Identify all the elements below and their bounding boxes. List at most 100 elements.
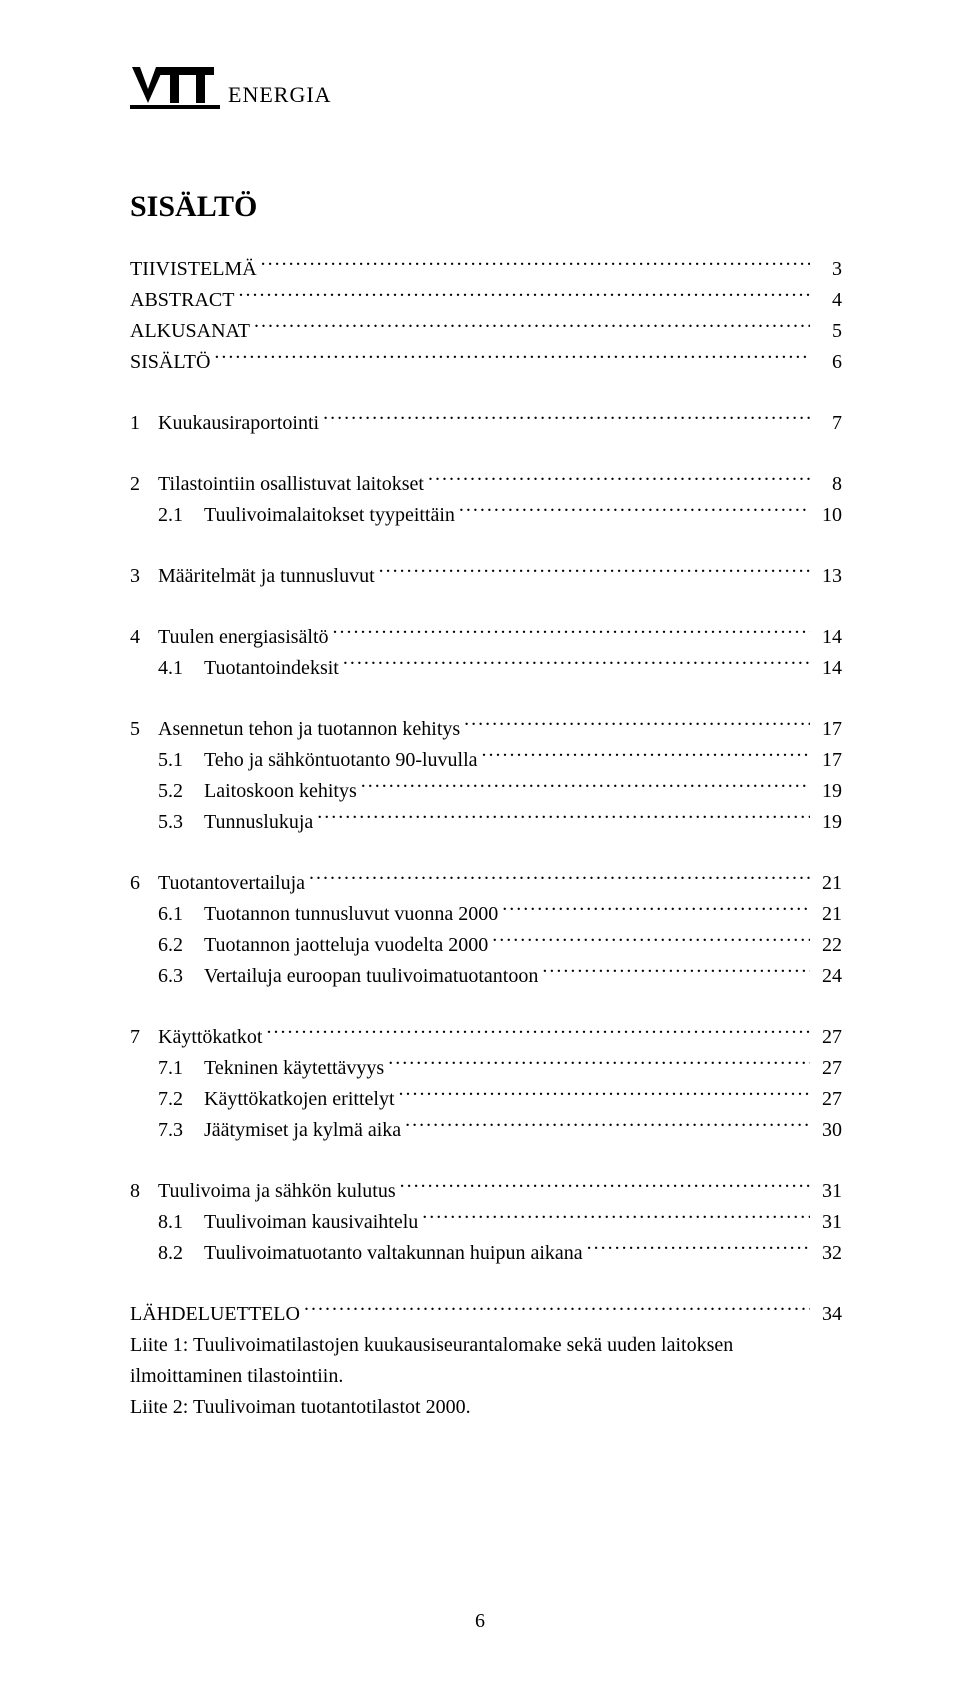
toc-number: 6 — [130, 868, 158, 899]
toc-leader-dots — [266, 1023, 810, 1043]
toc-leader-dots — [405, 1116, 810, 1136]
toc-leader-dots — [464, 715, 810, 735]
toc-label: Käyttökatkot — [158, 1022, 262, 1053]
toc-leader-dots — [428, 470, 810, 490]
toc-number: 2 — [130, 469, 158, 500]
document-page: ENERGIA SISÄLTÖ TIIVISTELMÄ3ABSTRACT4ALK… — [0, 0, 960, 1691]
toc-label: Määritelmät ja tunnusluvut — [158, 561, 375, 592]
toc-section-block: 5Asennetun tehon ja tuotannon kehitys175… — [130, 714, 842, 838]
toc-entry: SISÄLTÖ6 — [130, 347, 842, 378]
toc-label: Tuulivoima ja sähkön kulutus — [158, 1176, 396, 1207]
toc-front-matter: TIIVISTELMÄ3ABSTRACT 4ALKUSANAT5SISÄLTÖ6 — [130, 254, 842, 378]
vtt-logo-icon — [130, 55, 220, 110]
toc-entry: 7.2Käyttökatkojen erittelyt27 — [130, 1084, 842, 1115]
toc-number: 7.3 — [158, 1115, 204, 1146]
toc-entry: 4Tuulen energiasisältö 14 — [130, 622, 842, 653]
toc-entry: 4.1Tuotantoindeksit14 — [130, 653, 842, 684]
toc-label: Tunnuslukuja — [204, 807, 313, 838]
toc-page-number: 17 — [814, 714, 842, 745]
toc-label: Tuulivoiman kausivaihtelu — [204, 1207, 418, 1238]
toc-page-number: 27 — [814, 1022, 842, 1053]
appendix-text: Liite 2: Tuulivoiman tuotantotilastot 20… — [130, 1392, 842, 1423]
toc-number: 6.3 — [158, 961, 204, 992]
toc-section-block: 1Kuukausiraportointi7 — [130, 408, 842, 439]
toc-entry: 3Määritelmät ja tunnusluvut13 — [130, 561, 842, 592]
toc-entry: 5.3Tunnuslukuja19 — [130, 807, 842, 838]
toc-page-number: 4 — [814, 285, 842, 316]
toc-section-block: 8Tuulivoima ja sähkön kulutus318.1Tuuliv… — [130, 1176, 842, 1269]
toc-page-number: 10 — [814, 500, 842, 531]
toc-leader-dots — [343, 654, 810, 674]
toc-entry: ALKUSANAT5 — [130, 316, 842, 347]
toc-page-number: 19 — [814, 776, 842, 807]
toc-leader-dots — [388, 1054, 810, 1074]
toc-page-number: 8 — [814, 469, 842, 500]
toc-page-number: 32 — [814, 1238, 842, 1269]
toc-label: Tuulen energiasisältö — [158, 622, 329, 653]
toc-page-number: 19 — [814, 807, 842, 838]
toc-label: Kuukausiraportointi — [158, 408, 319, 439]
toc-page-number: 24 — [814, 961, 842, 992]
toc-leader-dots — [261, 255, 810, 275]
toc-number: 5.1 — [158, 745, 204, 776]
toc-entry: 6Tuotantovertailuja 21 — [130, 868, 842, 899]
toc-number: 6.2 — [158, 930, 204, 961]
toc-number: 4 — [130, 622, 158, 653]
toc-page-number: 31 — [814, 1176, 842, 1207]
toc-section-block: 7Käyttökatkot277.1Tekninen käytettävyys2… — [130, 1022, 842, 1146]
toc-section-block: 2Tilastointiin osallistuvat laitokset82.… — [130, 469, 842, 531]
toc-section-block: 3Määritelmät ja tunnusluvut13 — [130, 561, 842, 592]
toc-section-block: 4Tuulen energiasisältö144.1Tuotantoindek… — [130, 622, 842, 684]
toc-leader-dots — [309, 869, 810, 889]
toc-label: Tuulivoimatuotanto valtakunnan huipun ai… — [204, 1238, 583, 1269]
toc-entry: 8.1Tuulivoiman kausivaihtelu 31 — [130, 1207, 842, 1238]
toc-entry: 7.3Jäätymiset ja kylmä aika30 — [130, 1115, 842, 1146]
toc-leader-dots — [400, 1177, 810, 1197]
toc-leader-dots — [482, 746, 810, 766]
page-header: ENERGIA — [130, 55, 842, 110]
toc-leader-dots — [317, 808, 810, 828]
toc-entry: 8Tuulivoima ja sähkön kulutus 31 — [130, 1176, 842, 1207]
toc-leader-dots — [361, 777, 810, 797]
toc-leader-dots — [379, 562, 810, 582]
toc-entry: 5.2Laitoskoon kehitys19 — [130, 776, 842, 807]
toc-label: ABSTRACT — [130, 285, 234, 316]
toc-entry: 5.1Teho ja sähköntuotanto 90-luvulla17 — [130, 745, 842, 776]
toc-label: Tuotannon tunnusluvut vuonna 2000 — [204, 899, 498, 930]
toc-label: Käyttökatkojen erittelyt — [204, 1084, 395, 1115]
toc-entry: TIIVISTELMÄ3 — [130, 254, 842, 285]
page-number: 6 — [0, 1610, 960, 1633]
toc-label: Tuotantovertailuja — [158, 868, 305, 899]
toc-number: 8 — [130, 1176, 158, 1207]
toc-leader-dots — [459, 501, 810, 521]
toc-leader-dots — [333, 623, 810, 643]
toc-entry: 6.3Vertailuja euroopan tuulivoimatuotant… — [130, 961, 842, 992]
toc-leader-dots — [254, 317, 810, 337]
toc-page-number: 14 — [814, 653, 842, 684]
toc-number: 8.1 — [158, 1207, 204, 1238]
toc-entry: 7.1Tekninen käytettävyys27 — [130, 1053, 842, 1084]
toc-entry: 6.2Tuotannon jaotteluja vuodelta 2000 22 — [130, 930, 842, 961]
toc-label: ALKUSANAT — [130, 316, 250, 347]
toc-number: 5 — [130, 714, 158, 745]
toc-label: Tuotannon jaotteluja vuodelta 2000 — [204, 930, 488, 961]
toc-leader-dots — [214, 348, 810, 368]
toc-number: 7.2 — [158, 1084, 204, 1115]
toc-leader-dots — [587, 1239, 810, 1259]
toc-page-number: 31 — [814, 1207, 842, 1238]
toc-page-number: 21 — [814, 868, 842, 899]
toc-label: Tuotantoindeksit — [204, 653, 339, 684]
appendix-text: Liite 1: Tuulivoimatilastojen kuukausise… — [130, 1330, 842, 1392]
toc-section-block: 6Tuotantovertailuja 21 6.1Tuotannon tunnus… — [130, 868, 842, 992]
toc-page-number: 14 — [814, 622, 842, 653]
toc-leader-dots — [304, 1300, 810, 1320]
page-title: SISÄLTÖ — [130, 190, 842, 224]
toc-number: 6.1 — [158, 899, 204, 930]
toc-number: 5.2 — [158, 776, 204, 807]
toc-number: 2.1 — [158, 500, 204, 531]
toc-leader-dots — [422, 1208, 810, 1228]
toc-page-number: 7 — [814, 408, 842, 439]
toc-page-number: 30 — [814, 1115, 842, 1146]
toc-label: Teho ja sähköntuotanto 90-luvulla — [204, 745, 478, 776]
toc-page-number: 22 — [814, 930, 842, 961]
